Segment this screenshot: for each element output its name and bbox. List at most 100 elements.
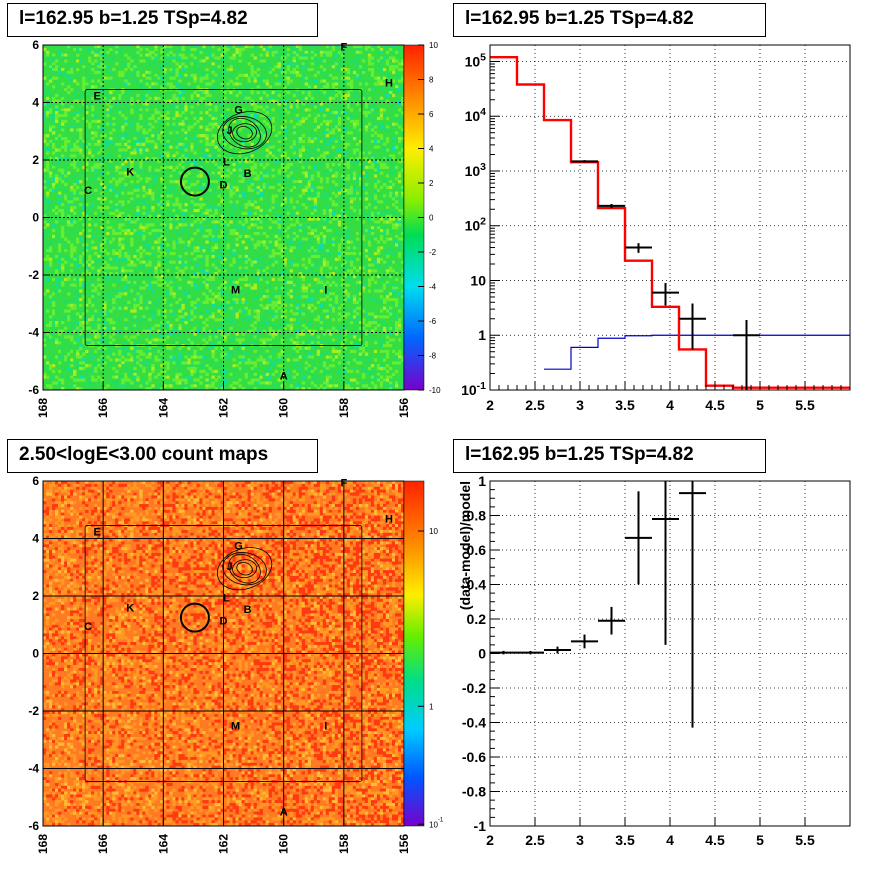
map-pixel	[88, 384, 92, 388]
map-pixel	[262, 91, 266, 95]
map-pixel	[154, 119, 158, 123]
map-pixel	[286, 125, 291, 129]
map-pixel	[319, 65, 324, 69]
map-pixel	[166, 364, 170, 368]
map-pixel	[205, 283, 209, 287]
map-pixel	[361, 318, 366, 322]
map-pixel	[202, 62, 206, 66]
map-pixel	[265, 62, 269, 66]
map-pixel	[91, 240, 95, 244]
map-pixel	[148, 387, 152, 391]
map-pixel	[355, 142, 360, 146]
map-pixel	[214, 73, 218, 77]
map-pixel	[316, 91, 321, 95]
map-pixel	[133, 65, 137, 69]
map-pixel	[373, 387, 378, 391]
map-pixel	[127, 82, 131, 86]
map-pixel	[100, 50, 104, 54]
map-pixel	[373, 289, 378, 293]
map-pixel	[43, 91, 47, 95]
map-pixel	[118, 254, 122, 259]
map-pixel	[238, 183, 242, 187]
map-pixel	[103, 240, 107, 244]
map-pixel	[85, 177, 89, 181]
map-pixel	[190, 191, 194, 195]
map-pixel	[55, 277, 59, 282]
map-pixel	[160, 65, 164, 69]
map-pixel	[157, 323, 161, 328]
map-pixel	[349, 260, 354, 264]
map-pixel	[208, 73, 212, 77]
map-pixel	[292, 70, 297, 75]
map-pixel	[325, 367, 330, 371]
map-pixel	[235, 332, 239, 336]
map-pixel	[325, 249, 330, 253]
map-pixel	[64, 171, 68, 175]
map-pixel	[136, 217, 140, 221]
map-pixel	[334, 349, 339, 353]
map-pixel	[127, 217, 131, 221]
map-pixel	[304, 122, 309, 126]
map-pixel	[211, 171, 215, 175]
map-pixel	[235, 243, 239, 247]
map-pixel	[301, 277, 306, 282]
map-pixel	[109, 266, 113, 270]
map-pixel	[73, 111, 77, 115]
map-pixel	[256, 114, 260, 118]
map-pixel	[271, 194, 275, 198]
map-pixel	[334, 384, 339, 388]
map-pixel	[61, 381, 65, 385]
map-pixel	[109, 240, 113, 244]
map-pixel	[238, 171, 242, 175]
map-pixel	[343, 79, 348, 83]
map-pixel	[172, 168, 176, 172]
map-pixel	[163, 70, 167, 75]
map-pixel	[55, 375, 59, 379]
map-pixel	[313, 229, 318, 233]
map-pixel	[163, 114, 167, 118]
map-pixel	[79, 246, 83, 250]
map-pixel	[175, 272, 179, 276]
map-pixel	[289, 217, 294, 221]
map-pixel	[157, 312, 161, 316]
map-pixel	[310, 329, 315, 333]
map-pixel	[127, 352, 131, 356]
map-pixel	[52, 142, 56, 146]
map-pixel	[187, 260, 191, 264]
map-pixel	[73, 220, 77, 224]
map-pixel	[340, 283, 345, 287]
map-pixel	[220, 137, 224, 141]
map-pixel	[172, 93, 176, 98]
map-pixel	[85, 338, 89, 342]
map-pixel	[307, 367, 312, 371]
map-pixel	[274, 53, 278, 57]
map-pixel	[196, 85, 200, 89]
map-pixel	[370, 335, 375, 339]
map-pixel	[52, 165, 56, 169]
map-pixel	[70, 243, 74, 247]
map-pixel	[136, 361, 140, 365]
map-pixel	[55, 272, 59, 276]
map-pixel	[307, 375, 312, 379]
map-pixel	[337, 243, 342, 247]
map-pixel	[130, 128, 134, 132]
map-pixel	[160, 277, 164, 282]
map-pixel	[46, 384, 50, 388]
map-pixel	[328, 119, 333, 123]
map-pixel	[130, 162, 134, 167]
map-pixel	[46, 168, 50, 172]
map-pixel	[349, 206, 354, 210]
map-pixel	[163, 280, 167, 284]
map-pixel	[166, 200, 170, 204]
map-pixel	[121, 177, 125, 181]
map-pixel	[55, 269, 59, 273]
map-pixel	[202, 369, 206, 374]
map-pixel	[43, 47, 47, 52]
map-pixel	[205, 280, 209, 284]
map-pixel	[334, 329, 339, 333]
map-pixel	[97, 257, 101, 261]
map-pixel	[343, 214, 348, 218]
map-pixel	[310, 378, 315, 382]
map-pixel	[265, 154, 269, 158]
map-pixel	[88, 352, 92, 356]
